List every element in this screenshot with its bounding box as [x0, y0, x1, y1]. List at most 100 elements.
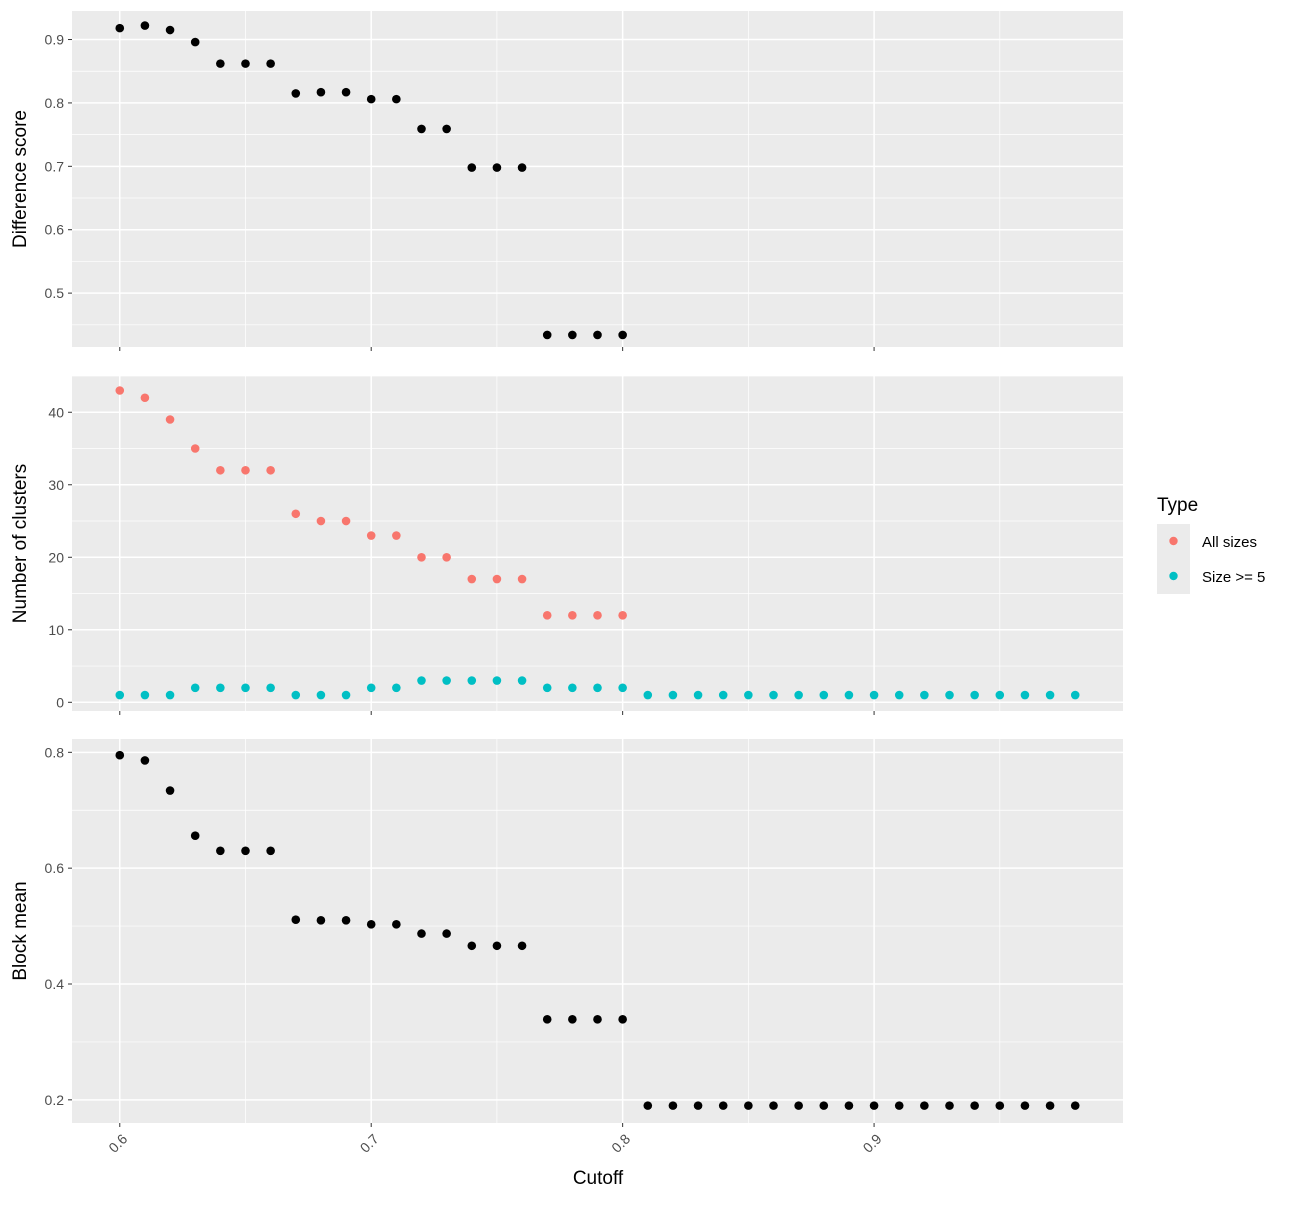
- data-point-size-5: [366, 683, 376, 693]
- data-point-series: [216, 59, 225, 68]
- y-tick-label: 20: [48, 549, 64, 565]
- legend-label-all-sizes: All sizes: [1202, 534, 1257, 551]
- data-point-all-sizes: [442, 552, 451, 562]
- data-point-size-5: [693, 690, 703, 700]
- panels-layer: 0.5 0.6 0.7 0.8 0.9 Difference score 0 10 20 30 40…: [10, 11, 1123, 1156]
- data-point-all-sizes: [542, 610, 552, 620]
- data-point-series: [392, 920, 401, 929]
- y-tick-label: 0: [56, 694, 64, 710]
- data-point-series: [266, 846, 275, 856]
- data-point-series: [341, 915, 351, 925]
- data-point-series: [291, 89, 301, 98]
- data-point-series: [190, 831, 200, 841]
- panel-number-of-clusters: 0 10 20 30 40 Number of clusters: [10, 375, 1123, 715]
- y-tick-label: 0.4: [45, 976, 65, 992]
- y-tick-label: 0.5: [45, 285, 65, 301]
- data-point-size-5: [618, 683, 627, 693]
- x-tick-label: 0.9: [860, 1130, 885, 1155]
- data-point-size-5: [266, 683, 275, 693]
- data-point-size-5: [1020, 690, 1030, 700]
- data-point-series: [1045, 1101, 1055, 1110]
- data-point-series: [844, 1101, 854, 1110]
- data-point-series: [542, 330, 552, 340]
- y-tick-label: 0.6: [45, 860, 65, 876]
- y-tick-label: 0.8: [45, 744, 65, 760]
- data-point-all-sizes: [492, 574, 502, 584]
- y-tick-label: 0.9: [45, 32, 65, 48]
- data-point-series: [593, 330, 602, 340]
- data-point-size-5: [341, 690, 351, 700]
- data-point-series: [417, 929, 426, 938]
- data-point-size-5: [241, 683, 250, 693]
- data-point-series: [467, 941, 477, 951]
- data-point-all-sizes: [140, 393, 150, 403]
- data-point-size-5: [316, 690, 326, 700]
- data-point-size-5: [1070, 690, 1080, 700]
- legend-key-size-ge-5: [1169, 571, 1178, 581]
- data-point-size-5: [769, 690, 778, 700]
- data-point-size-5: [945, 690, 954, 700]
- data-point-series: [316, 87, 326, 97]
- data-point-size-5: [140, 690, 150, 700]
- panel-background: [72, 11, 1123, 347]
- data-point-series: [492, 163, 502, 172]
- data-point-series: [869, 1101, 879, 1110]
- data-point-size-5: [844, 690, 854, 700]
- data-point-size-5: [1045, 690, 1055, 700]
- data-point-size-5: [819, 690, 829, 700]
- data-point-series: [366, 920, 376, 929]
- data-point-size-5: [165, 690, 175, 700]
- data-point-size-5: [517, 676, 527, 685]
- y-tick-label: 0.7: [45, 158, 65, 174]
- data-point-all-sizes: [115, 386, 125, 395]
- y-axis-title: Number of clusters: [10, 464, 31, 623]
- data-point-series: [241, 846, 250, 856]
- data-point-size-5: [115, 690, 125, 700]
- y-axis-title: Block mean: [10, 881, 31, 980]
- data-point-series: [568, 1015, 577, 1024]
- legend: Type All sizes Size >= 5: [1157, 495, 1265, 594]
- y-tick-label: 40: [48, 404, 64, 420]
- data-point-size-5: [995, 690, 1005, 700]
- data-point-series: [769, 1101, 778, 1110]
- data-point-all-sizes: [316, 516, 326, 526]
- data-point-size-5: [894, 690, 904, 700]
- data-point-series: [1020, 1101, 1030, 1110]
- data-point-all-sizes: [568, 610, 577, 620]
- data-point-series: [140, 756, 150, 765]
- data-point-size-5: [643, 690, 653, 700]
- data-point-size-5: [593, 683, 602, 693]
- data-point-series: [819, 1101, 829, 1110]
- data-point-series: [442, 929, 451, 938]
- x-tick-label: 0.6: [105, 1130, 130, 1155]
- legend-label-size-ge-5: Size >= 5: [1202, 569, 1265, 586]
- data-point-series: [366, 94, 376, 104]
- data-point-series: [417, 124, 426, 134]
- data-point-all-sizes: [392, 531, 401, 540]
- data-point-series: [165, 786, 175, 795]
- data-point-all-sizes: [266, 465, 275, 475]
- data-point-all-sizes: [165, 415, 175, 424]
- data-point-size-5: [568, 683, 577, 693]
- panel-background: [72, 376, 1123, 711]
- data-point-series: [894, 1101, 904, 1110]
- data-point-all-sizes: [618, 610, 627, 620]
- data-point-all-sizes: [341, 516, 351, 526]
- data-point-all-sizes: [467, 574, 477, 584]
- data-point-series: [115, 750, 125, 760]
- data-point-series: [241, 59, 250, 68]
- data-point-series: [266, 59, 275, 68]
- data-point-series: [140, 21, 150, 30]
- data-point-all-sizes: [241, 465, 250, 475]
- x-tick-label: 0.7: [357, 1130, 382, 1155]
- data-point-series: [618, 330, 627, 340]
- data-point-series: [467, 163, 477, 172]
- data-point-size-5: [718, 690, 728, 700]
- data-point-series: [165, 25, 175, 35]
- data-point-size-5: [869, 690, 879, 700]
- data-point-all-sizes: [216, 465, 225, 475]
- data-point-size-5: [291, 690, 301, 700]
- y-tick-label: 0.6: [45, 222, 65, 238]
- data-point-size-5: [794, 690, 803, 700]
- data-point-series: [794, 1101, 803, 1110]
